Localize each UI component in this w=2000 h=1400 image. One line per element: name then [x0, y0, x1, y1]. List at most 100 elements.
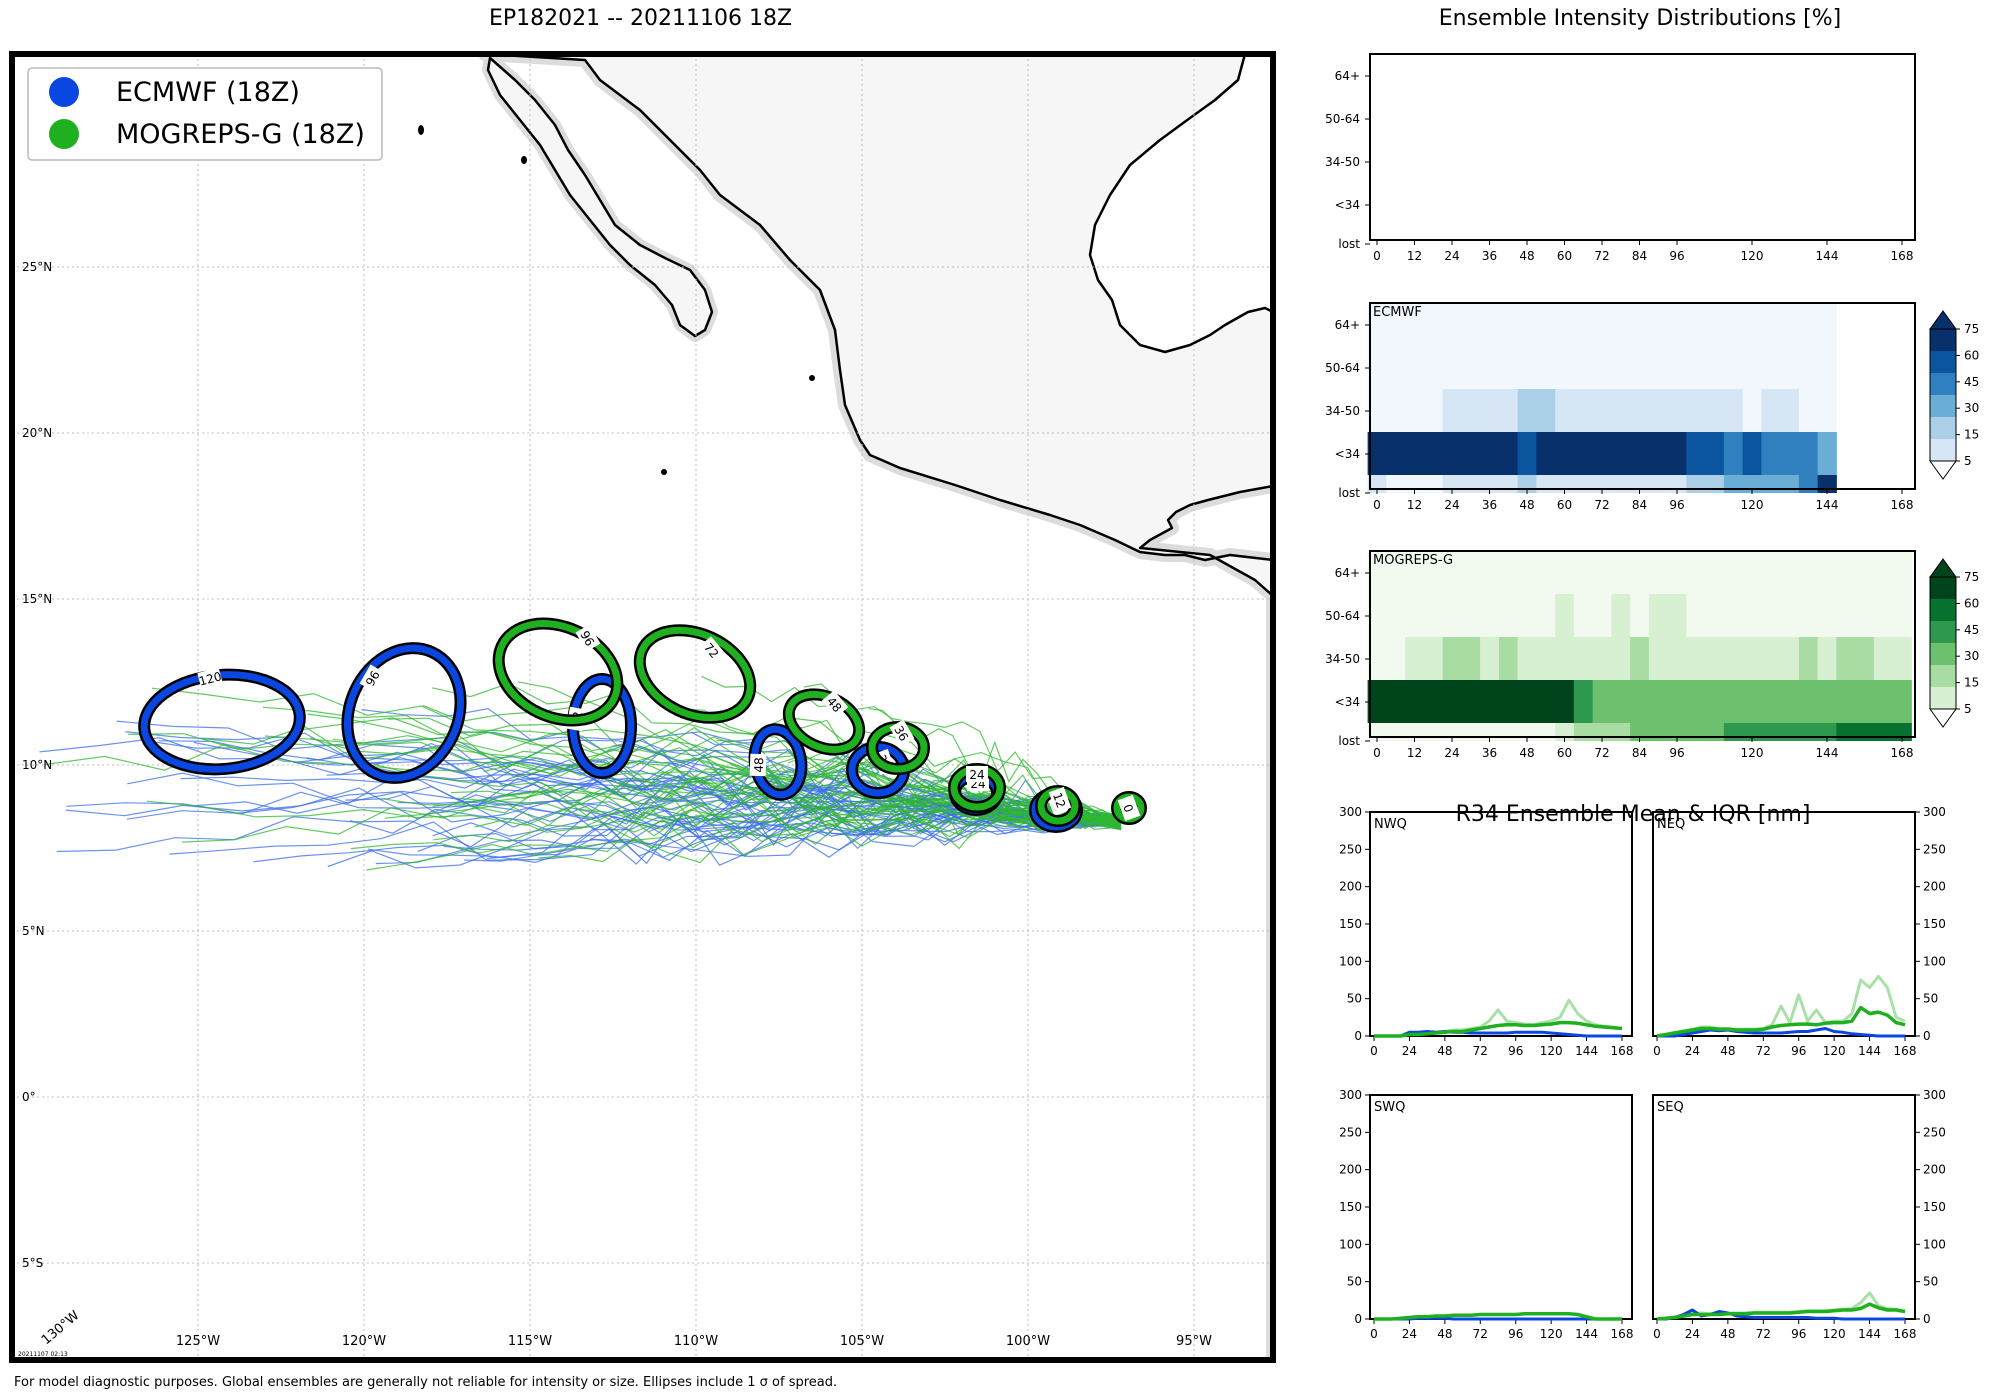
heatmap-cell: [1780, 432, 1800, 475]
heatmap-cell: [1592, 551, 1612, 594]
heatmap-cell: [1892, 637, 1912, 680]
colorbar-cell: [1930, 599, 1956, 621]
x-tick-label: 48: [1437, 1327, 1452, 1341]
heatmap-cell: [1517, 303, 1537, 346]
heatmap-cell: [1873, 637, 1894, 680]
heatmap-cell: [1573, 723, 1594, 741]
ellipse-label: 0: [1120, 802, 1136, 814]
heatmap-cell: [1798, 637, 1819, 680]
heatmap-cell: [1405, 303, 1425, 346]
heatmap-cell: [1836, 637, 1856, 680]
lat-label: 0°: [22, 1090, 36, 1104]
y-tick-label: 0: [1923, 1029, 1931, 1043]
heatmap-frame: [1369, 302, 1916, 490]
heatmap-cell: [1836, 723, 1856, 741]
y-tick-label: 300: [1339, 805, 1362, 819]
heatmap-cell: [1367, 594, 1387, 637]
heatmap-cell: [1555, 389, 1575, 432]
colorbar-extend-top: [1929, 558, 1957, 578]
colorbar-tick-label: 75: [1964, 570, 1979, 584]
heatmap-cell: [1686, 551, 1706, 594]
heatmap-cell: [1592, 389, 1612, 432]
y-tick-label: 300: [1923, 1088, 1946, 1102]
track-map: 1209672483624129672483624120 25°N 20°N 1…: [9, 51, 1276, 1363]
heatmap-cell: [1555, 551, 1575, 594]
heatmap-cell: [1423, 551, 1444, 594]
category-label: 34-50: [1325, 652, 1360, 666]
r34-panel-frame: [1369, 811, 1633, 1037]
ellipse-label-bg: [749, 753, 767, 777]
heatmap-cell: [1367, 551, 1387, 594]
y-tick-label: 50: [1923, 1275, 1938, 1289]
y-tick-label: 0: [1923, 1312, 1931, 1326]
heatmap-cell: [1461, 303, 1481, 346]
heatmap-cell: [1573, 389, 1594, 432]
y-tick-label: 100: [1923, 1237, 1946, 1251]
heatmap-cell: [1836, 680, 1856, 723]
heatmap-cell: [1423, 723, 1444, 741]
heatmap-cell: [1386, 637, 1406, 680]
y-tick-label: 150: [1339, 1200, 1362, 1214]
x-tick-label: 72: [1756, 1044, 1771, 1058]
x-tick-label: 12: [1407, 498, 1422, 512]
heatmap-cell: [1555, 346, 1575, 389]
x-tick-label: 12: [1407, 746, 1422, 760]
x-tick-label: 120: [1741, 746, 1764, 760]
heatmap-cell: [1723, 594, 1744, 637]
colorbar-extend-bottom: [1929, 460, 1957, 480]
heatmap-cell: [1742, 303, 1762, 346]
heatmap-cell: [1423, 594, 1444, 637]
heatmap-cell: [1742, 594, 1762, 637]
x-tick-label: 72: [1594, 498, 1609, 512]
ellipse-label-bg: [1048, 786, 1072, 814]
heatmap-cell: [1536, 475, 1556, 493]
heatmap-cell: [1780, 551, 1800, 594]
colorbar-cell: [1930, 329, 1956, 351]
heatmap-cell: [1798, 346, 1819, 389]
heatmap-cell: [1780, 594, 1800, 637]
heatmap-cell: [1536, 680, 1556, 723]
colorbar-cell: [1930, 351, 1956, 373]
x-tick-label: 144: [1816, 746, 1839, 760]
heatmap-cell: [1442, 432, 1462, 475]
heatmap-cell: [1742, 637, 1762, 680]
category-label: <34: [1335, 198, 1360, 212]
heatmap-cell: [1573, 432, 1594, 475]
heatmap-cell: [1836, 551, 1856, 594]
colorbar-cell: [1930, 665, 1956, 687]
heatmap-cell: [1761, 594, 1781, 637]
x-tick-label: 96: [1508, 1327, 1523, 1341]
x-tick-label: 72: [1594, 746, 1609, 760]
heatmap-cell: [1386, 475, 1406, 493]
x-tick-label: 36: [1482, 498, 1497, 512]
heatmap-cell: [1742, 346, 1762, 389]
ensemble-track: [701, 675, 1122, 820]
heatmap-cell: [1780, 723, 1800, 741]
heatmap-cell: [1630, 389, 1650, 432]
heatmap-cell: [1855, 723, 1875, 741]
legend-mogreps-label: MOGREPS-G (18Z): [116, 119, 365, 150]
x-tick-label: 0: [1373, 746, 1381, 760]
x-tick-label: 168: [1894, 1044, 1917, 1058]
x-tick-label: 24: [1444, 249, 1459, 263]
x-tick-label: 12: [1407, 249, 1422, 263]
heatmap-cell: [1705, 551, 1725, 594]
heatmap-cell: [1855, 594, 1875, 637]
x-tick-label: 144: [1575, 1044, 1598, 1058]
y-tick-label: 200: [1923, 1163, 1946, 1177]
heatmap-cell: [1405, 594, 1425, 637]
heatmap-cell: [1855, 637, 1875, 680]
heatmap-cell: [1705, 680, 1725, 723]
x-tick-label: 48: [1519, 249, 1534, 263]
lat-label: 5°N: [22, 924, 45, 938]
heatmap-cell: [1573, 475, 1594, 493]
legend-ecmwf-label: ECMWF (18Z): [116, 77, 300, 108]
heatmap-cell: [1873, 594, 1894, 637]
heatmap-cell: [1367, 680, 1387, 723]
heatmap-cell: [1817, 594, 1837, 637]
heatmap-cell: [1648, 346, 1669, 389]
ellipse-label-bg: [575, 624, 601, 652]
heatmap-cell: [1536, 389, 1556, 432]
category-label: 50-64: [1325, 112, 1360, 126]
ellipse-label: 36: [891, 723, 911, 743]
